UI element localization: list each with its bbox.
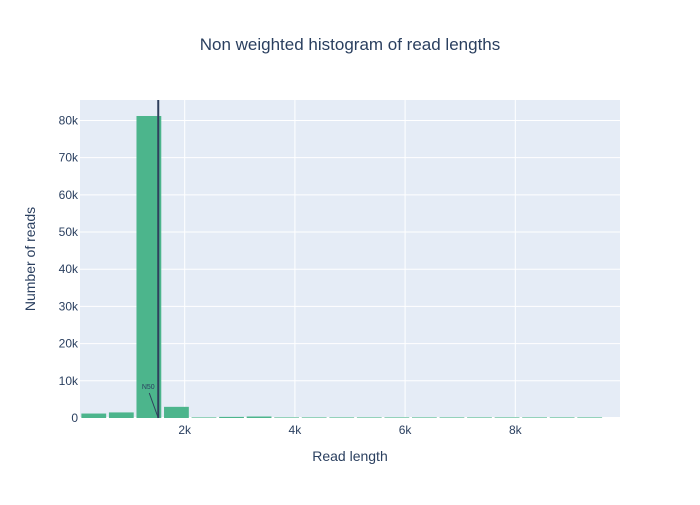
bar-6 — [246, 416, 272, 418]
bar-4 — [191, 417, 217, 418]
bar-17 — [549, 417, 575, 418]
x-axis-title: Read length — [312, 448, 388, 464]
x-tick-label: 4k — [289, 423, 303, 437]
bar-11 — [384, 417, 410, 418]
n50-arrow — [148, 392, 159, 419]
chart-title: Non weighted histogram of read lengths — [200, 35, 501, 54]
y-tick-label: 30k — [59, 299, 79, 313]
x-tick-labels: 2k 4k 6k 8k — [178, 423, 522, 437]
y-tick-label: 60k — [59, 188, 79, 202]
y-tick-label: 20k — [59, 337, 79, 351]
y-tick-label: 70k — [59, 151, 79, 165]
bar-10 — [356, 417, 382, 418]
bar-13 — [439, 417, 465, 418]
y-tick-labels: 0 10k 20k 30k 40k 50k 60k 70k 80k — [59, 113, 79, 425]
n50-label: N50 — [142, 384, 155, 391]
bar-16 — [522, 417, 547, 418]
y-tick-label: 10k — [59, 374, 79, 388]
bar-3 — [164, 406, 189, 418]
x-tick-label: 8k — [509, 423, 523, 437]
bar-12 — [411, 417, 437, 418]
bar-18 — [577, 417, 603, 418]
bar-15 — [494, 417, 520, 418]
bar-2 — [136, 115, 162, 418]
y-tick-label: 40k — [59, 262, 79, 276]
n50-marker: N50 — [142, 100, 160, 419]
y-tick-label: 50k — [59, 225, 79, 239]
y-axis-title: Number of reads — [22, 207, 38, 311]
plot-background — [80, 100, 620, 418]
grid-lines — [80, 100, 620, 419]
bar-0 — [81, 413, 107, 418]
x-tick-label: 2k — [178, 423, 192, 437]
y-tick-label: 80k — [59, 113, 79, 127]
bar-7 — [274, 417, 300, 418]
x-tick-label: 6k — [399, 423, 413, 437]
y-tick-label: 0 — [71, 411, 78, 425]
bar-5 — [219, 416, 244, 418]
bar-8 — [301, 417, 327, 418]
bars — [81, 115, 603, 418]
bar-1 — [108, 412, 134, 418]
bar-9 — [329, 417, 355, 418]
bar-14 — [467, 417, 492, 418]
